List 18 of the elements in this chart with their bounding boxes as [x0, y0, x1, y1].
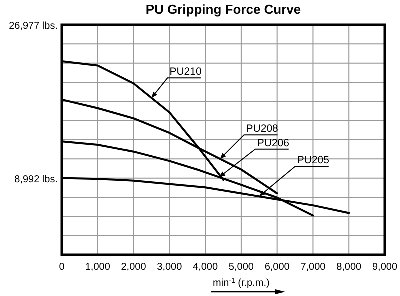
x-tick-label: 4,000 [193, 262, 219, 273]
x-axis-title: min$^{-1}$ (r.p.m.) [213, 278, 270, 289]
text: PU206 [257, 137, 290, 150]
y-tick-label: 8,992 lbs. [14, 174, 58, 186]
x-tick-label: 1,000 [85, 262, 111, 273]
x-tick-label: 7,000 [300, 262, 326, 273]
x-tick-label: 5,000 [228, 262, 254, 273]
x-tick-label: 6,000 [264, 262, 290, 273]
y-tick-label: 26,977 lbs. [9, 21, 58, 32]
text: PU208 [246, 123, 279, 136]
x-tick-label: 8,000 [336, 262, 362, 273]
text: PU205 [297, 154, 330, 167]
text: PU210 [170, 66, 202, 78]
x-tick-label: 3,000 [157, 262, 183, 273]
x-tick-label: 9,000 [372, 262, 398, 273]
x-tick-label: 0 [59, 262, 66, 273]
x-tick-label: 2,000 [121, 262, 147, 273]
chart-title: PU Gripping Force Curve [146, 2, 302, 17]
